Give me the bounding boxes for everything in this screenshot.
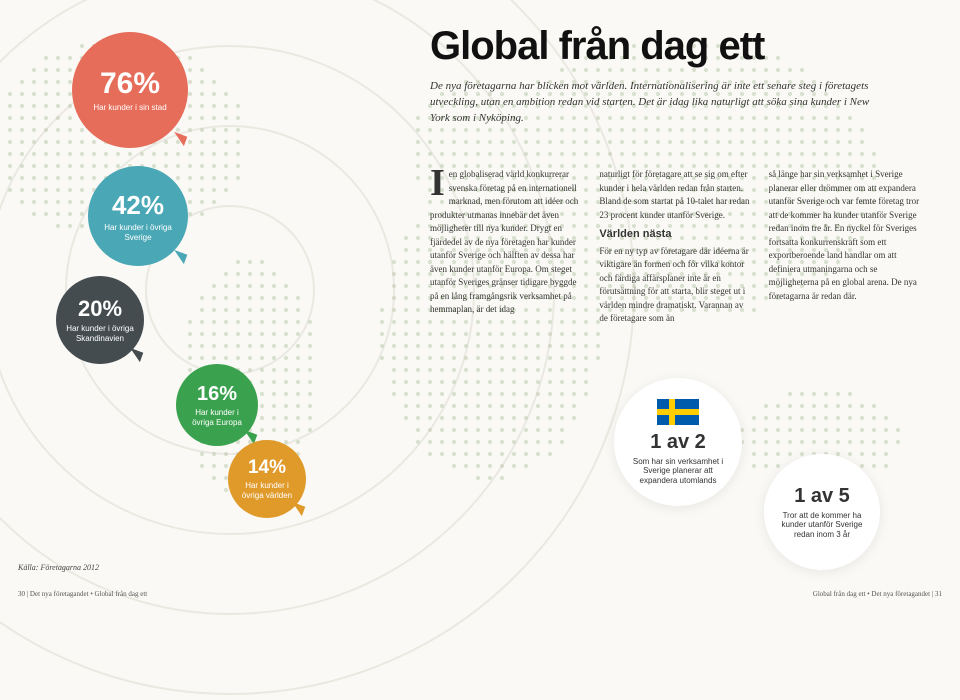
column-1: I en globaliserad värld konkurrerar sven… [430, 168, 581, 326]
stat-percent: 14% [248, 457, 286, 479]
header-block: Global från dag ett De nya företagarna h… [430, 24, 920, 127]
column-2: naturligt för företagare att se sig om e… [599, 168, 750, 326]
footer-right: Global från dag ett • Det nya företagand… [813, 590, 942, 598]
page-footer: 30 | Det nya företagandet • Global från … [18, 590, 942, 598]
callout-1av5: 1 av 5 Tror att de kommer ha kunder utan… [764, 454, 880, 570]
source-citation: Källa: Företagarna 2012 [18, 563, 99, 572]
stat-bubble: 16% Har kunder i övriga Europa [176, 364, 258, 446]
column-2a-text: naturligt för företagare att se sig om e… [599, 169, 749, 220]
stat-label: Har kunder i övriga Sverige [98, 223, 178, 242]
stat-bubble: 42% Har kunder i övriga Sverige [88, 166, 188, 266]
stat-bubble: 20% Har kunder i övriga Skandinavien [56, 276, 144, 364]
callout-1av5-value: 1 av 5 [794, 485, 850, 508]
stat-label: Har kunder i övriga världen [236, 481, 298, 500]
stat-percent: 42% [112, 190, 164, 221]
stat-label: Har kunder i övriga Europa [184, 408, 250, 427]
stat-percent: 76% [100, 67, 160, 101]
sweden-flag-icon [657, 399, 699, 425]
stat-percent: 16% [197, 383, 237, 406]
stat-label: Har kunder i sin stad [93, 103, 166, 113]
callout-1av2: 1 av 2 Som har sin verksamhet i Sverige … [614, 378, 742, 506]
column-2-heading: Världen nästa [599, 226, 750, 243]
callout-1av5-text: Tror att de kommer ha kunder utanför Sve… [776, 511, 869, 540]
stat-percent: 20% [78, 296, 122, 322]
stat-bubble: 76% Har kunder i sin stad [72, 32, 188, 148]
callout-1av2-value: 1 av 2 [650, 431, 706, 454]
body-columns: I en globaliserad värld konkurrerar sven… [430, 168, 920, 326]
callout-1av2-text: Som har sin verksamhet i Sverige planera… [627, 457, 729, 486]
footer-left: 30 | Det nya företagandet • Global från … [18, 590, 147, 598]
stat-label: Har kunder i övriga Skandinavien [65, 324, 135, 343]
column-2b-text: För en ny typ av företagare där idéerna … [599, 246, 748, 324]
intro-paragraph: De nya företagarna har blicken mot värld… [430, 79, 870, 127]
column-3: så länge har sin verksamhet i Sverige pl… [769, 168, 920, 326]
column-3-text: så länge har sin verksamhet i Sverige pl… [769, 169, 919, 301]
stat-bubble: 14% Har kunder i övriga världen [228, 440, 306, 518]
column-1-text: en globaliserad värld konkurrerar svensk… [430, 169, 578, 314]
dropcap: I [430, 168, 445, 198]
page-title: Global från dag ett [430, 24, 920, 69]
